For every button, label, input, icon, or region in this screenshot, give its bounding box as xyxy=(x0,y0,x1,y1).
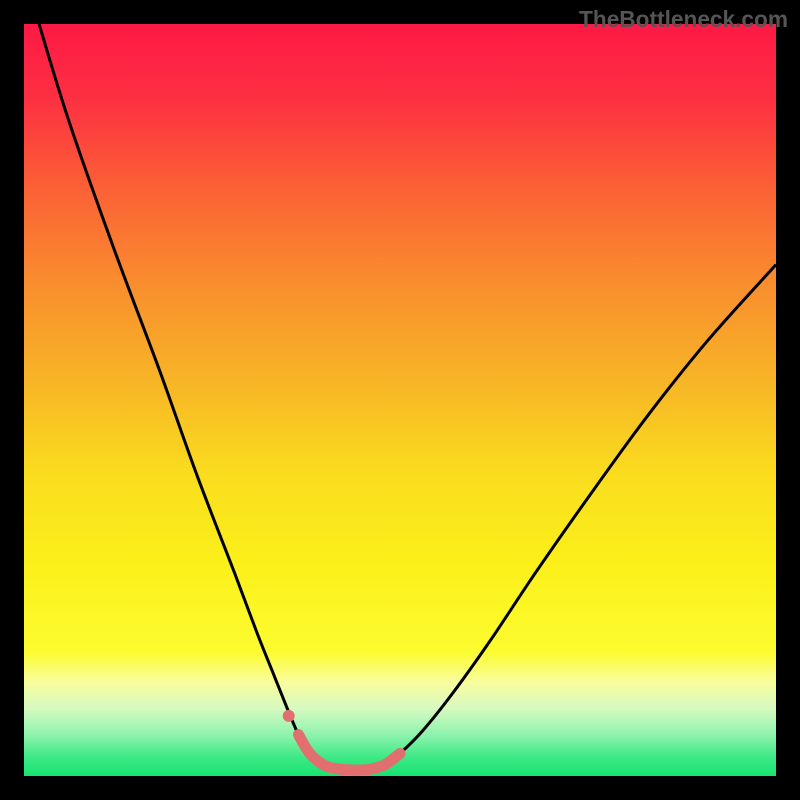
gradient-background xyxy=(24,24,776,776)
border-right xyxy=(776,0,800,800)
border-left xyxy=(0,0,24,800)
border-bottom xyxy=(0,776,800,800)
optimal-marker-dot xyxy=(283,710,295,722)
chart-canvas: TheBottleneck.com xyxy=(0,0,800,800)
chart-svg xyxy=(0,0,800,800)
watermark-text: TheBottleneck.com xyxy=(579,6,788,33)
